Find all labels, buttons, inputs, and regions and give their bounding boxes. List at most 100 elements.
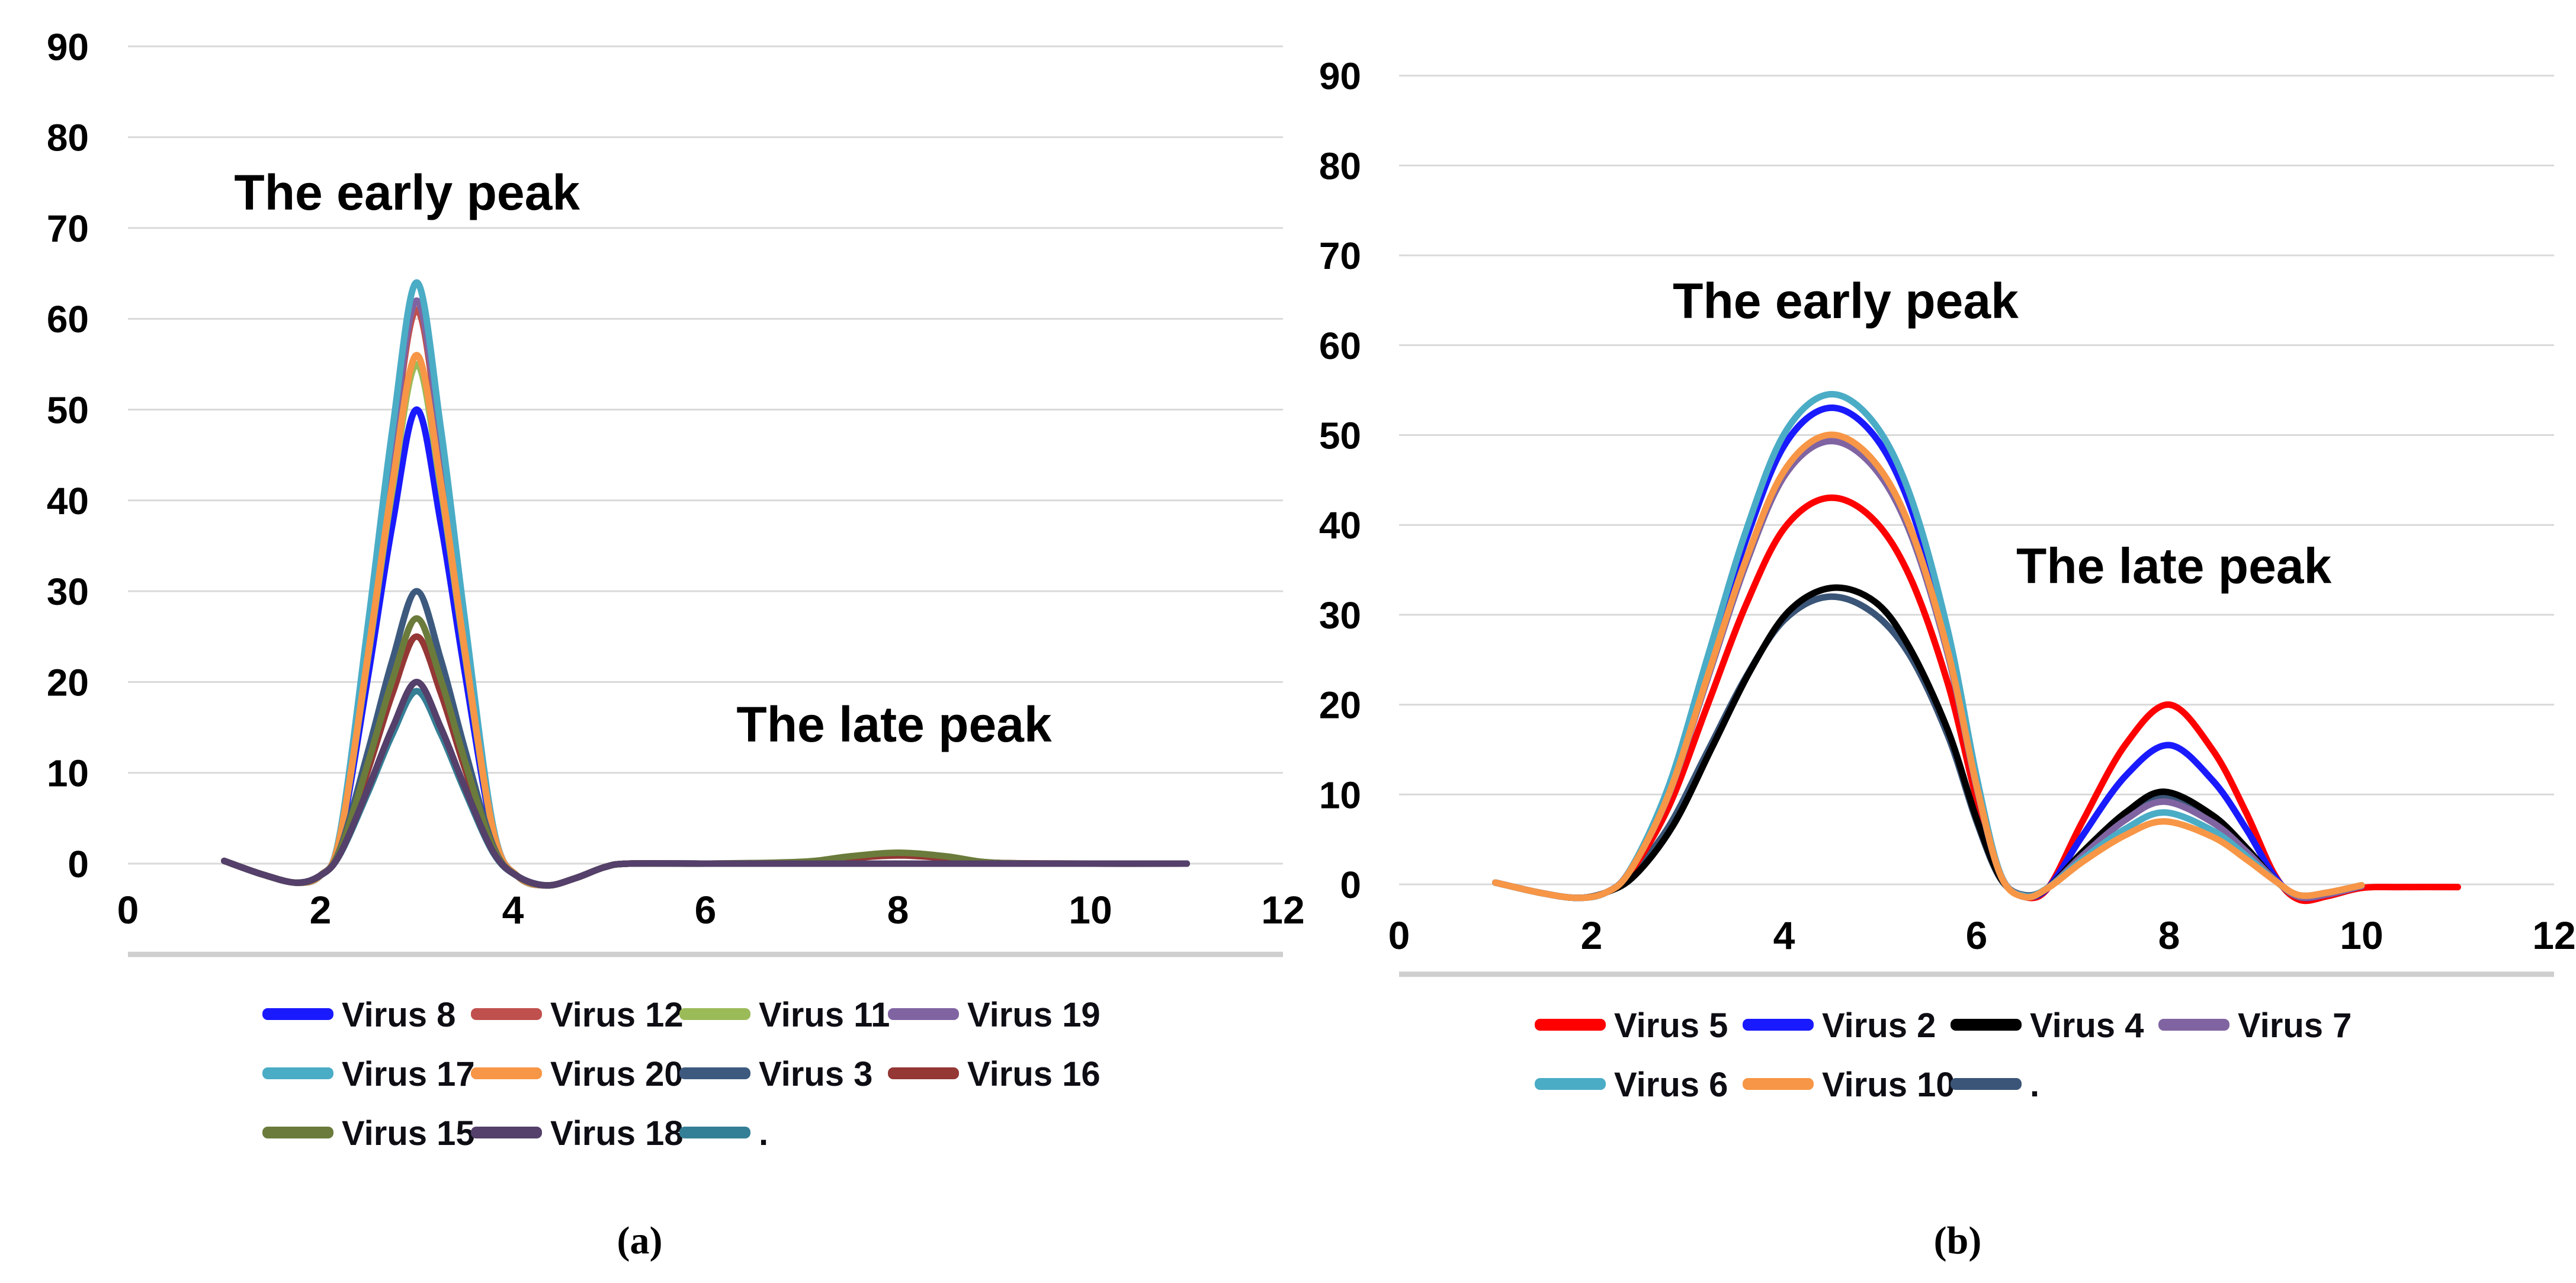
y-tick-label-0: 0 [68, 843, 89, 886]
y-tick-label-40: 40 [1319, 504, 1361, 547]
series-group-a [221, 279, 1190, 889]
x-tick-label-0: 0 [117, 888, 139, 932]
legend-item-dot: . [679, 1114, 768, 1153]
y-axis-labels-a: 0 10 20 30 40 50 60 70 80 90 [47, 25, 89, 886]
gridlines-a [128, 45, 1283, 957]
x-tick-label-2: 2 [310, 888, 332, 932]
legend-swatch [471, 1008, 542, 1020]
legend-swatch [888, 1008, 959, 1020]
legend-swatch [1535, 1019, 1606, 1031]
y-tick-label-30: 30 [1319, 594, 1361, 637]
x-tick-label-8: 8 [887, 888, 909, 932]
legend-item-virus-8: Virus 8 [262, 996, 455, 1034]
legend-swatch [1743, 1019, 1814, 1031]
legend-label: Virus 6 [1614, 1066, 1728, 1104]
legend-item-virus-7: Virus 7 [2158, 1006, 2352, 1045]
legend-label: Virus 17 [342, 1055, 475, 1093]
x-axis-labels-a: 0 2 4 6 8 10 12 [117, 888, 1305, 932]
y-tick-label-60: 60 [1319, 325, 1361, 367]
legend-label: Virus 11 [759, 996, 890, 1034]
legend-item-virus-5: Virus 5 [1535, 1006, 1728, 1045]
legend-item-virus-6: Virus 6 [1535, 1066, 1728, 1104]
legend-swatch [262, 1008, 333, 1020]
y-tick-label-80: 80 [1319, 145, 1361, 187]
legend-swatch [1951, 1019, 2022, 1031]
annotation-late-peak-a: The late peak [736, 697, 1052, 752]
legend-swatch [679, 1067, 750, 1079]
x-tick-label-12: 12 [2532, 913, 2575, 957]
legend-swatch [471, 1067, 542, 1079]
legend-item-virus-10: Virus 10 [1743, 1066, 1955, 1104]
x-tick-label-4: 4 [502, 888, 524, 932]
legend-item-virus-15: Virus 15 [262, 1114, 475, 1153]
y-tick-label-10: 10 [47, 752, 89, 795]
y-tick-label-70: 70 [47, 207, 89, 250]
legend-a: Virus 8 Virus 12 Virus 11 Virus 19 Virus 17 V… [262, 996, 1101, 1153]
legend-item-virus-12: Virus 12 [471, 996, 684, 1034]
legend-swatch [888, 1067, 959, 1079]
y-tick-label-50: 50 [47, 389, 89, 432]
x-tick-label-4: 4 [1773, 913, 1795, 957]
legend-label: Virus 12 [550, 996, 684, 1034]
legend-swatch [471, 1127, 542, 1138]
annotation-early-peak-b: The early peak [1673, 273, 2019, 329]
legend-item-dot: . [1951, 1066, 2039, 1104]
legend-swatch [679, 1008, 750, 1020]
y-tick-label-70: 70 [1319, 235, 1361, 277]
series-line-virus-4 [1492, 584, 2365, 902]
y-axis-labels-b: 0 10 20 30 40 50 60 70 80 90 [1319, 55, 1361, 906]
legend-swatch [1743, 1078, 1814, 1090]
legend-swatch [262, 1067, 333, 1079]
legend-label: Virus 10 [1822, 1066, 1955, 1104]
legend-b: Virus 5 Virus 2 Virus 4 Virus 7 Virus 6 Virus… [1535, 1006, 2352, 1104]
y-tick-label-20: 20 [1319, 684, 1361, 727]
legend-label: Virus 18 [550, 1114, 684, 1153]
series-group-b [1492, 391, 2461, 904]
x-axis-labels-b: 0 2 4 6 8 10 12 [1388, 913, 2576, 957]
legend-swatch [1951, 1078, 2022, 1090]
legend-item-virus-2: Virus 2 [1743, 1006, 1936, 1045]
y-tick-label-90: 90 [47, 25, 89, 68]
y-tick-label-20: 20 [47, 661, 89, 704]
legend-label: Virus 16 [967, 1055, 1101, 1093]
legend-label: Virus 15 [342, 1114, 475, 1153]
legend-label: . [759, 1114, 768, 1153]
legend-label: . [2030, 1066, 2039, 1104]
annotation-late-peak-b: The late peak [2016, 538, 2332, 594]
x-tick-label-6: 6 [695, 888, 717, 932]
legend-item-virus-19: Virus 19 [888, 996, 1101, 1034]
legend-item-virus-4: Virus 4 [1951, 1006, 2144, 1045]
y-tick-label-40: 40 [47, 480, 89, 522]
legend-swatch [1535, 1078, 1606, 1090]
x-tick-label-0: 0 [1388, 913, 1410, 957]
y-tick-label-0: 0 [1340, 864, 1361, 906]
legend-label: Virus 20 [550, 1055, 684, 1093]
gridlines-b [1399, 75, 2554, 977]
annotation-early-peak-a: The early peak [234, 165, 580, 220]
series-line-virus-18 [221, 678, 1190, 889]
legend-item-virus-20: Virus 20 [471, 1055, 684, 1093]
legend-item-virus-17: Virus 17 [262, 1055, 475, 1093]
legend-swatch [262, 1127, 333, 1138]
legend-item-virus-16: Virus 16 [888, 1055, 1101, 1093]
legend-swatch [2158, 1019, 2229, 1031]
chart-panel-a: 0 10 20 30 40 50 60 70 80 90 0 2 4 6 8 10 12 The early pe… [47, 25, 1305, 1153]
panel-caption-a: (a) [617, 1219, 663, 1262]
y-tick-label-30: 30 [47, 570, 89, 613]
legend-label: Virus 19 [967, 996, 1101, 1034]
panel-caption-b: (b) [1933, 1219, 1982, 1262]
legend-item-virus-18: Virus 18 [471, 1114, 684, 1153]
y-tick-label-10: 10 [1319, 774, 1361, 816]
legend-label: Virus 5 [1614, 1006, 1728, 1045]
series-line-dot [1492, 593, 2365, 902]
x-tick-label-12: 12 [1261, 888, 1304, 932]
y-tick-label-60: 60 [47, 298, 89, 341]
x-tick-label-2: 2 [1581, 913, 1603, 957]
x-tick-label-10: 10 [2340, 913, 2383, 957]
legend-label: Virus 7 [2238, 1006, 2352, 1045]
series-line-virus-6 [1492, 391, 2365, 902]
legend-label: Virus 2 [1822, 1006, 1936, 1045]
y-tick-label-80: 80 [47, 117, 89, 159]
legend-label: Virus 4 [2030, 1006, 2144, 1045]
